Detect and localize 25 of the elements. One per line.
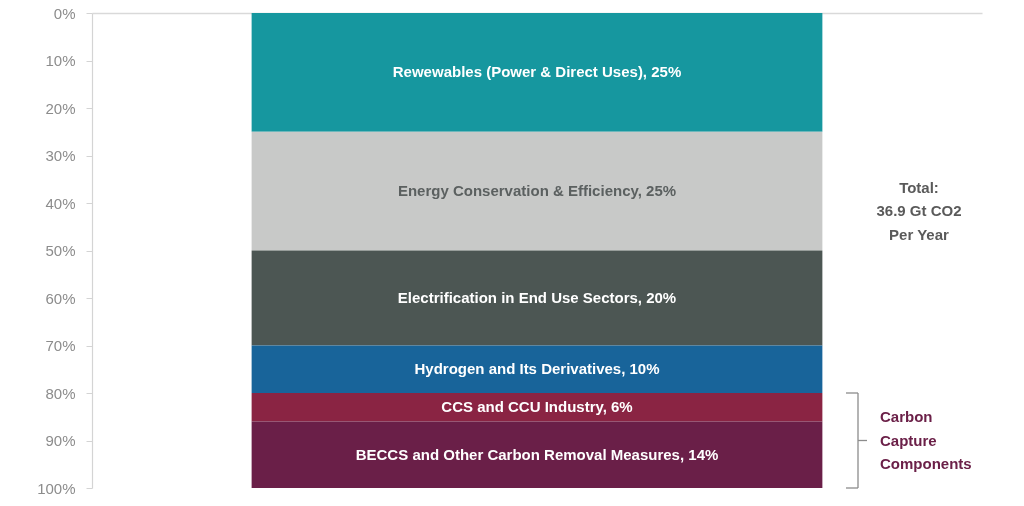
- bar: [251, 345, 823, 393]
- y-tick-label: 70%: [45, 337, 76, 354]
- y-tick-label: 60%: [45, 289, 76, 307]
- data-label: Electrification in End Use Sectors, 20%: [397, 289, 677, 306]
- y-tick-label: 10%: [45, 52, 76, 69]
- y-tick-label: 80%: [45, 384, 76, 402]
- data-label: CCS and CCU Industry, 6%: [441, 398, 633, 416]
- bar: [251, 250, 823, 346]
- y-tick-label: 30%: [45, 147, 76, 164]
- y-tick-label: 90%: [45, 432, 76, 449]
- data-label: Rewewables (Power & Direct Uses), 25%: [392, 63, 682, 81]
- data-label: Hydrogen and Its Derivatives, 10%: [414, 360, 660, 378]
- bar: [251, 131, 823, 251]
- y-tick-label: 50%: [45, 242, 76, 259]
- y-tick-label: 40%: [45, 194, 76, 212]
- y-tick-label: 0%: [53, 4, 76, 22]
- bar: [251, 421, 823, 488]
- text: Carbon Capture Components: [880, 408, 972, 472]
- y-tick-label: 20%: [45, 99, 76, 117]
- data-label: Energy Conservation & Efficiency, 25%: [397, 182, 677, 200]
- y-tick-label: 100%: [37, 479, 76, 497]
- bar: [251, 13, 823, 132]
- text: Total: 36.9 Gt CO2 Per Year: [876, 178, 962, 243]
- data-label: BECCS and Other Carbon Removal Measures, 14%: [355, 445, 719, 463]
- bar: [251, 393, 823, 422]
